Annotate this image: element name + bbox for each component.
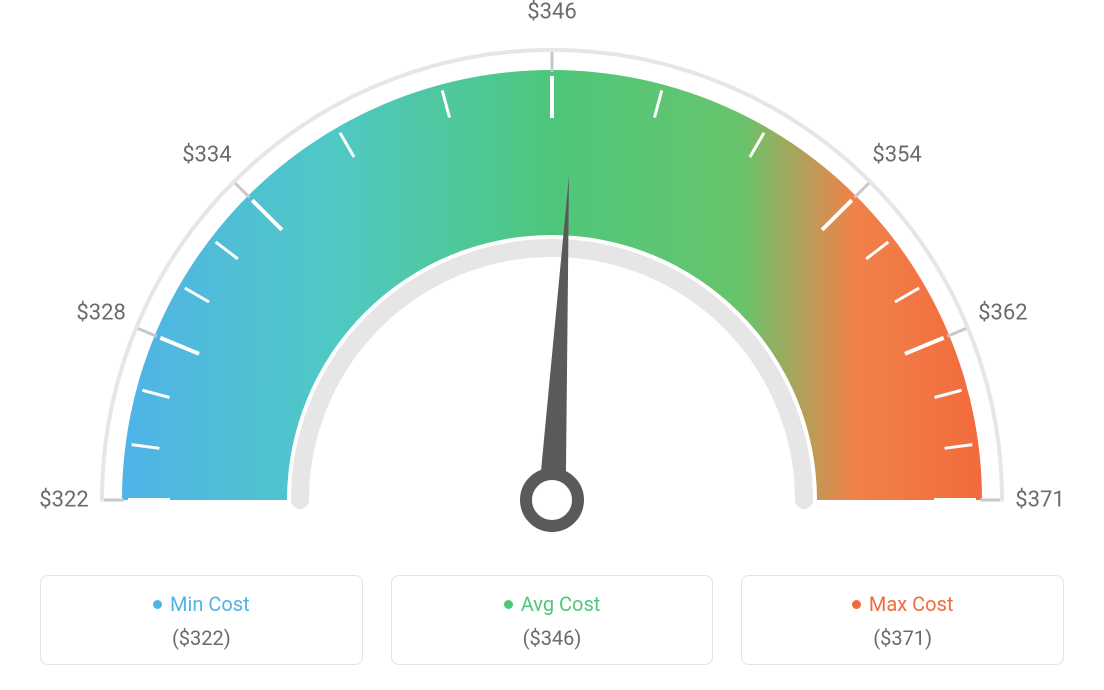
gauge-tick-label: $346 <box>527 0 576 25</box>
legend-title-max: Max Cost <box>852 592 954 616</box>
legend-title-min: Min Cost <box>153 592 250 616</box>
legend-value: ($322) <box>51 626 352 650</box>
legend-card-avg: Avg Cost ($346) <box>391 575 714 665</box>
gauge-tick-label: $354 <box>872 142 921 167</box>
legend-card-min: Min Cost ($322) <box>40 575 363 665</box>
dot-icon <box>504 600 513 609</box>
legend-title-avg: Avg Cost <box>504 592 601 616</box>
gauge-svg <box>0 0 1104 560</box>
gauge-tick-label: $322 <box>39 488 88 513</box>
legend-value: ($371) <box>752 626 1053 650</box>
legend-label: Min Cost <box>170 592 250 616</box>
dot-icon <box>153 600 162 609</box>
gauge-tick-label: $362 <box>978 301 1027 326</box>
legend-label: Avg Cost <box>521 592 601 616</box>
gauge-tick-label: $371 <box>1015 488 1064 513</box>
legend-row: Min Cost ($322) Avg Cost ($346) Max Cost… <box>40 575 1064 665</box>
legend-card-max: Max Cost ($371) <box>741 575 1064 665</box>
gauge-tick-label: $328 <box>76 301 125 326</box>
dot-icon <box>852 600 861 609</box>
gauge-tick-label: $334 <box>182 142 231 167</box>
legend-value: ($346) <box>402 626 703 650</box>
gauge-chart: $322 $328 $334 $346 $354 $362 $371 <box>0 0 1104 560</box>
legend-label: Max Cost <box>869 592 954 616</box>
